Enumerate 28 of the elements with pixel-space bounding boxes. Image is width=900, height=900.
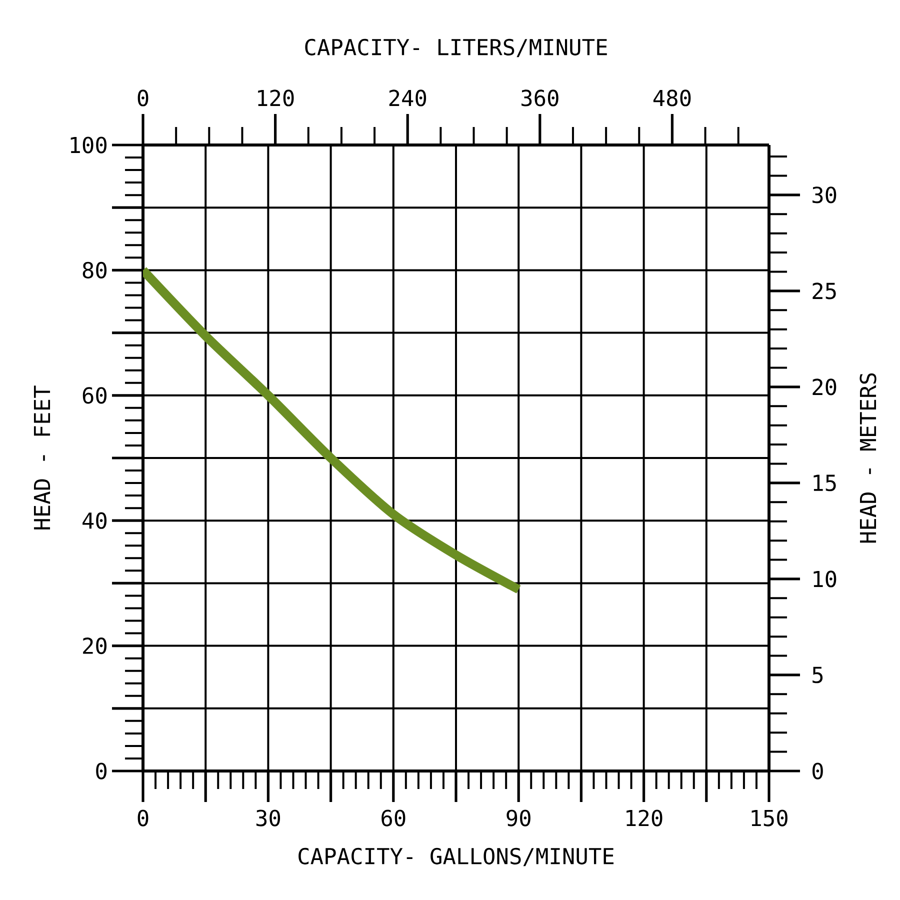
y-tick-label: 60 bbox=[82, 387, 107, 404]
y-tick-label: 20 bbox=[83, 638, 107, 654]
y2-tick-label: 0 bbox=[812, 762, 823, 780]
y2-tick-label: 15 bbox=[814, 474, 836, 492]
y2-tick-label: 5 bbox=[812, 666, 823, 684]
y2-tick-label: 10 bbox=[814, 570, 836, 588]
y2-tick-label: 25 bbox=[812, 282, 836, 300]
y2-tick-label: 30 bbox=[812, 186, 836, 204]
y-axis-title: HEAD - FEET bbox=[34, 386, 50, 530]
x-tick-label: 150 bbox=[752, 810, 788, 826]
x2-tick-label: 0 bbox=[138, 90, 148, 106]
x-tick-label: 30 bbox=[256, 810, 280, 826]
x2-axis-title: CAPACITY- LITERS/MINUTE bbox=[305, 38, 607, 58]
y-tick-label: 0 bbox=[96, 762, 107, 780]
x-axis-title: CAPACITY- GALLONS/MINUTE bbox=[298, 848, 614, 866]
y-tick-label: 100 bbox=[70, 136, 107, 154]
x2-tick-label: 360 bbox=[522, 90, 558, 106]
x-tick-label: 120 bbox=[626, 810, 662, 826]
y-tick-label: 80 bbox=[82, 262, 107, 279]
x2-tick-label: 480 bbox=[653, 90, 691, 106]
x2-tick-label: 120 bbox=[258, 90, 294, 106]
y2-axis-title: HEAD - METERS bbox=[860, 373, 876, 543]
x-tick-label: 90 bbox=[506, 810, 530, 826]
x2-tick-label: 240 bbox=[389, 90, 426, 106]
y2-tick-label: 20 bbox=[812, 378, 836, 396]
x-tick-label: 0 bbox=[138, 810, 148, 826]
y-tick-label: 40 bbox=[82, 512, 107, 529]
x-tick-label: 60 bbox=[382, 810, 406, 826]
